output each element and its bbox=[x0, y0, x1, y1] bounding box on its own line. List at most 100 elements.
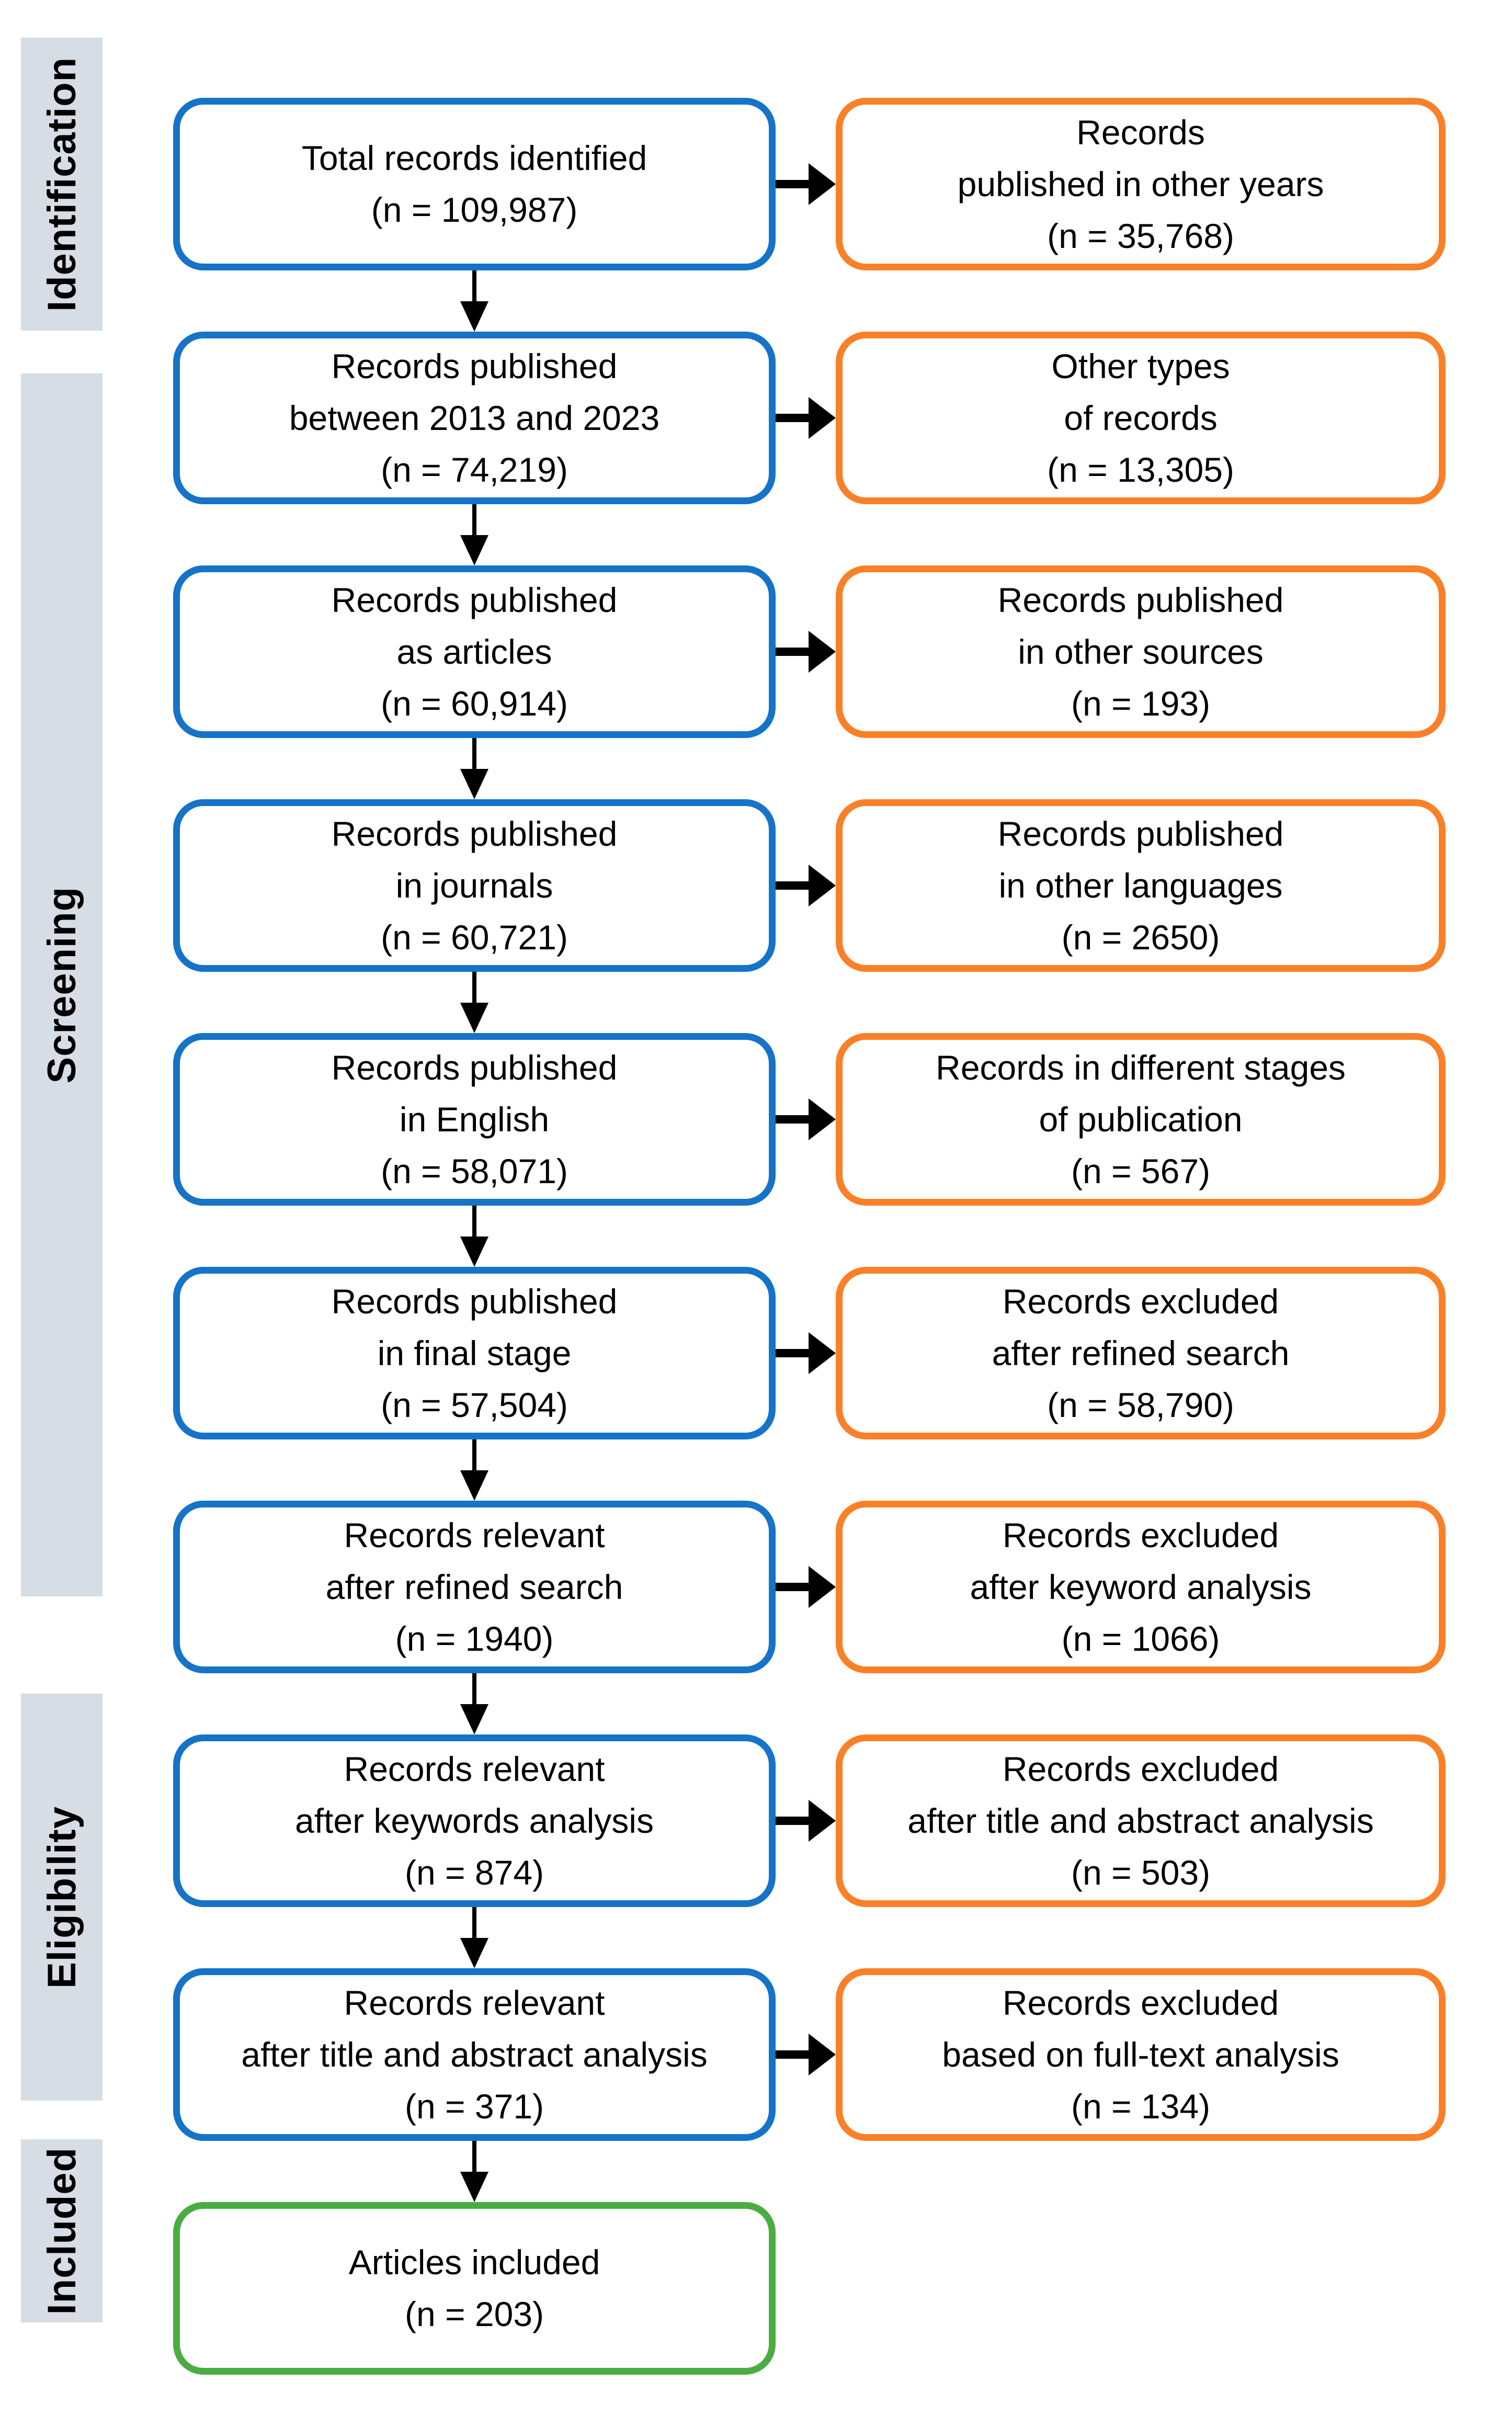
arrow-right-icon bbox=[776, 1566, 836, 1608]
arrow-down-icon bbox=[460, 2141, 488, 2202]
stage-label: Included bbox=[39, 2147, 84, 2315]
box-text-line: Records bbox=[1076, 112, 1205, 152]
box-text-line: (n = 567) bbox=[1071, 1151, 1210, 1190]
box-text-line: of publication bbox=[1039, 1099, 1243, 1139]
box-text-line: (n = 1940) bbox=[395, 1619, 554, 1658]
arrow-head bbox=[460, 1003, 488, 1033]
arrow-shaft bbox=[776, 1817, 809, 1825]
arrow-head bbox=[809, 1566, 836, 1608]
box-text-line: Records published bbox=[331, 814, 618, 853]
arrow-head bbox=[809, 865, 836, 906]
flow-box-articles-included: Articles included (n = 203) bbox=[173, 2202, 776, 2375]
box-text-line: Other types bbox=[1051, 346, 1230, 385]
box-text-line: (n = 874) bbox=[405, 1853, 544, 1892]
flow-box-records-2013-2023: Records published between 2013 and 2023 … bbox=[173, 332, 776, 504]
arrow-right-icon bbox=[776, 1800, 836, 1842]
excluded-box-records-other-languages: Records published in other languages (n … bbox=[836, 799, 1446, 972]
arrow-shaft bbox=[776, 180, 809, 188]
arrow-down-icon bbox=[460, 738, 488, 799]
excluded-box-records-different-stages: Records in different stages of publicati… bbox=[836, 1033, 1446, 1206]
box-text-line: based on full-text analysis bbox=[942, 2035, 1339, 2074]
arrow-head bbox=[809, 1098, 836, 1140]
box-text-line: published in other years bbox=[957, 164, 1324, 203]
arrow-head bbox=[460, 1704, 488, 1734]
box-text-line: (n = 60,914) bbox=[381, 684, 568, 723]
box-text-line: (n = 74,219) bbox=[381, 450, 568, 489]
box-text-line: Articles included bbox=[348, 2243, 600, 2282]
arrow-shaft bbox=[776, 881, 809, 890]
box-text-line: Records excluded bbox=[1002, 1749, 1279, 1788]
arrow-down-icon bbox=[460, 972, 488, 1033]
arrow-down-icon bbox=[460, 1673, 488, 1734]
arrow-right-icon bbox=[776, 1098, 836, 1140]
box-text-line: (n = 35,768) bbox=[1047, 216, 1234, 255]
box-text-line: after keyword analysis bbox=[970, 1567, 1312, 1606]
box-text-line: after keywords analysis bbox=[295, 1801, 654, 1840]
box-text-line: (n = 58,790) bbox=[1047, 1385, 1234, 1424]
excluded-box-other-record-types: Other types of records (n = 13,305) bbox=[836, 332, 1446, 504]
box-text-line: in journals bbox=[395, 866, 553, 905]
box-text-line: in other languages bbox=[998, 866, 1283, 905]
arrow-right-icon bbox=[776, 2034, 836, 2075]
arrow-head bbox=[809, 631, 836, 673]
arrow-head bbox=[809, 1800, 836, 1842]
arrow-head bbox=[460, 1470, 488, 1501]
arrow-shaft bbox=[472, 504, 476, 535]
box-text-line: Records relevant bbox=[344, 1515, 605, 1555]
box-text-line: in final stage bbox=[377, 1333, 572, 1373]
arrow-down-icon bbox=[460, 1206, 488, 1267]
arrow-right-icon bbox=[776, 865, 836, 906]
box-text-line: Records in different stages bbox=[936, 1048, 1346, 1087]
arrow-head bbox=[460, 1237, 488, 1267]
stage-bar-included: Included bbox=[21, 2139, 103, 2322]
stage-label: Eligibility bbox=[39, 1806, 84, 1989]
box-text-line: Total records identified bbox=[301, 139, 647, 177]
arrow-shaft bbox=[472, 1907, 476, 1938]
box-text-line: between 2013 and 2023 bbox=[289, 398, 660, 437]
arrow-shaft bbox=[776, 648, 809, 656]
arrow-shaft bbox=[776, 414, 809, 422]
box-text-line: Records published bbox=[331, 346, 618, 385]
arrow-right-icon bbox=[776, 163, 836, 205]
box-text-line: after refined search bbox=[992, 1333, 1290, 1373]
box-text-line: after title and abstract analysis bbox=[241, 2035, 708, 2074]
flow-box-records-as-articles: Records published as articles (n = 60,91… bbox=[173, 565, 776, 738]
box-text-line: as articles bbox=[396, 632, 552, 671]
box-text-line: Records excluded bbox=[1002, 1515, 1279, 1555]
stage-label: Identification bbox=[39, 56, 84, 312]
box-text-line: (n = 57,504) bbox=[381, 1385, 568, 1424]
excluded-box-full-text-analysis: Records excluded based on full-text anal… bbox=[836, 1968, 1446, 2141]
box-text-line: after title and abstract analysis bbox=[907, 1801, 1374, 1840]
box-text-line: after refined search bbox=[325, 1567, 623, 1606]
box-text-line: Records relevant bbox=[344, 1983, 605, 2022]
box-text-line: Records excluded bbox=[1002, 1983, 1279, 2022]
arrow-shaft bbox=[472, 738, 476, 769]
box-text-line: (n = 1066) bbox=[1061, 1619, 1220, 1658]
arrow-shaft bbox=[776, 2050, 809, 2059]
arrow-down-icon bbox=[460, 504, 488, 565]
flow-box-records-final-stage: Records published in final stage (n = 57… bbox=[173, 1267, 776, 1439]
excluded-box-after-refined-search: Records excluded after refined search (n… bbox=[836, 1267, 1446, 1439]
box-text-line: Records published bbox=[997, 580, 1284, 619]
box-text-line: (n = 2650) bbox=[1061, 917, 1220, 957]
arrow-shaft bbox=[776, 1583, 809, 1591]
box-text-line: Records published bbox=[997, 814, 1284, 853]
box-text-line: Records published bbox=[331, 580, 618, 619]
arrow-shaft bbox=[472, 1206, 476, 1237]
box-text-line: Records published bbox=[331, 1281, 618, 1321]
arrow-shaft bbox=[472, 972, 476, 1003]
excluded-box-after-keyword-analysis: Records excluded after keyword analysis … bbox=[836, 1501, 1446, 1673]
box-text-line: (n = 109,987) bbox=[371, 190, 578, 229]
box-text-line: (n = 371) bbox=[405, 2086, 544, 2126]
arrow-head bbox=[809, 163, 836, 205]
arrow-head bbox=[460, 301, 488, 332]
excluded-box-records-other-years: Records published in other years (n = 35… bbox=[836, 98, 1446, 270]
box-text-line: (n = 58,071) bbox=[381, 1151, 568, 1190]
box-text-line: (n = 503) bbox=[1071, 1853, 1210, 1892]
arrow-right-icon bbox=[776, 1332, 836, 1374]
stage-bar-screening: Screening bbox=[21, 373, 103, 1596]
flow-box-total-records-identified: Total records identified (n = 109,987) bbox=[173, 98, 776, 270]
arrow-head bbox=[460, 1938, 488, 1968]
box-text-line: Records excluded bbox=[1002, 1281, 1279, 1321]
